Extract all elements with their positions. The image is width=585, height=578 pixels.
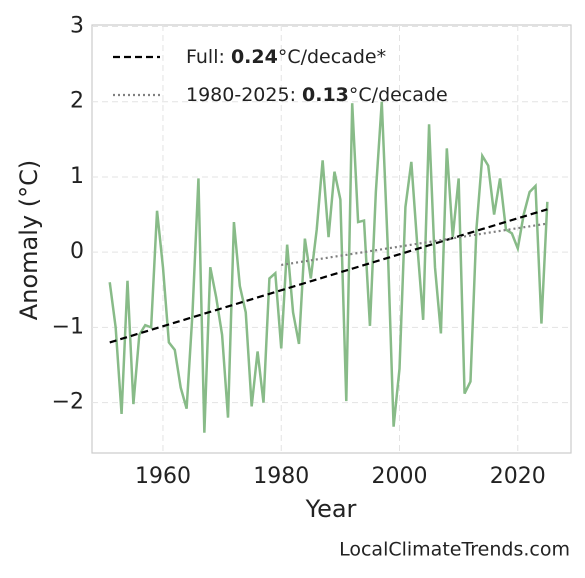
y-tick-label: 0 <box>70 239 84 264</box>
plot-area <box>91 24 572 454</box>
watermark: LocalClimateTrends.com <box>339 539 570 561</box>
data-line <box>108 101 549 433</box>
legend-label-part: °C/decade <box>349 84 448 106</box>
x-tick-label: 1960 <box>135 464 191 489</box>
x-tick-label: 2000 <box>372 464 428 489</box>
legend-label-part: 0.13 <box>302 84 349 106</box>
legend-label-part: 1980-2025: <box>186 84 302 106</box>
legend-label-part: 0.24 <box>231 46 278 68</box>
x-tick-label: 1980 <box>253 464 309 489</box>
y-tick-label: −2 <box>52 390 84 415</box>
y-tick-label: 1 <box>70 164 84 189</box>
legend-label: 1980-2025: 0.13°C/decade <box>186 84 448 106</box>
x-tick-label: 2020 <box>490 464 546 489</box>
y-tick-label: 3 <box>70 14 84 39</box>
legend-label: Full: 0.24°C/decade* <box>186 46 386 68</box>
y-axis-label: Anomaly (°C) <box>15 160 43 320</box>
legend-label-part: Full: <box>186 46 231 68</box>
x-axis-label: Year <box>305 495 357 523</box>
legend-label-part: °C/decade* <box>278 46 386 68</box>
y-tick-label: −1 <box>52 314 84 339</box>
y-tick-label: 2 <box>70 89 84 114</box>
